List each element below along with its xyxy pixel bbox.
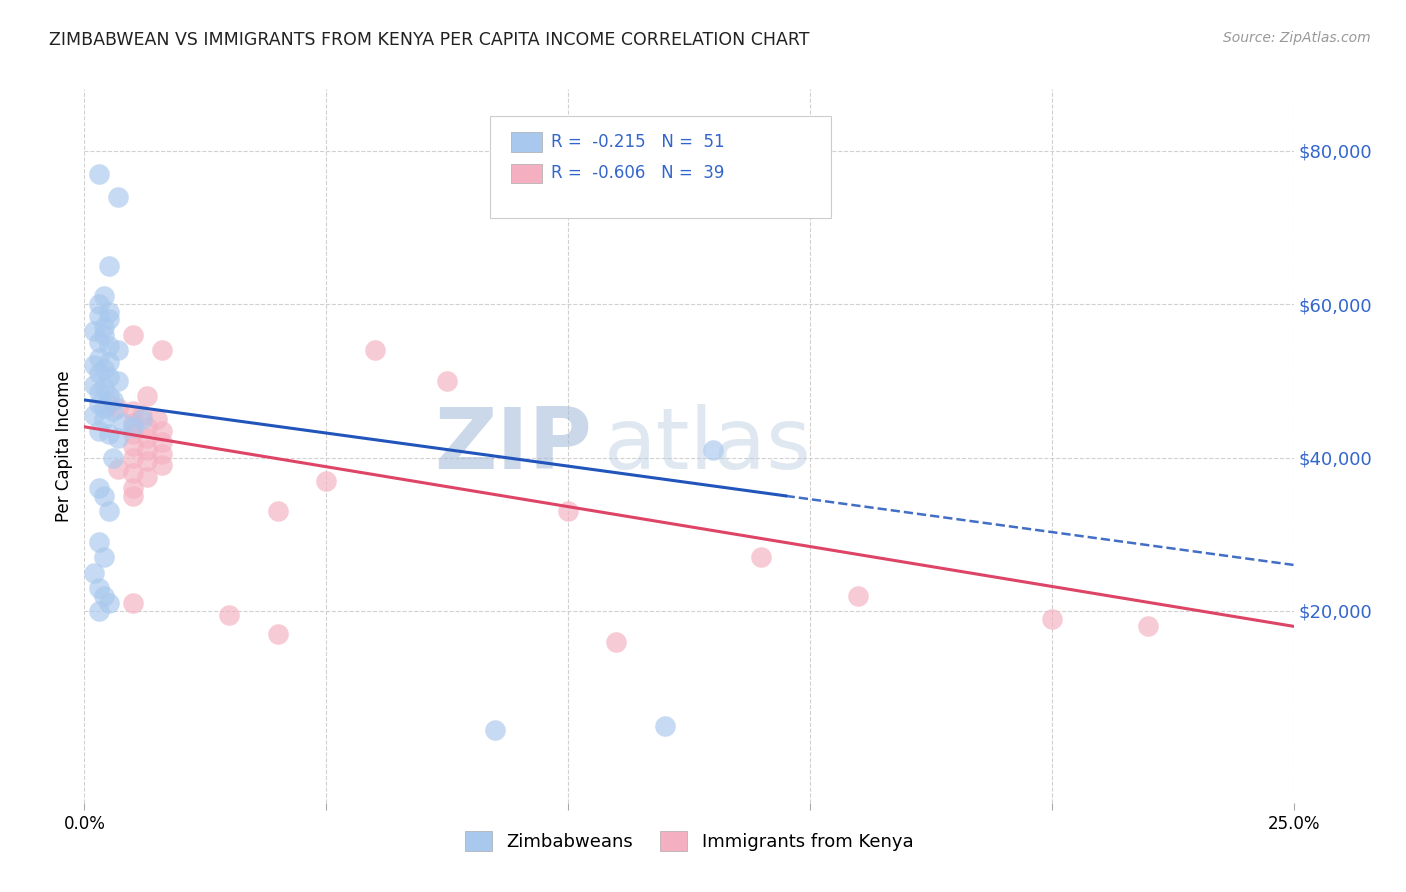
Point	[218, 607, 240, 622]
Point	[436, 374, 458, 388]
Point	[87, 335, 110, 350]
Point	[136, 389, 159, 403]
Point	[103, 450, 125, 465]
Point	[107, 462, 129, 476]
Point	[121, 450, 143, 465]
Text: atlas: atlas	[605, 404, 813, 488]
Text: ZIMBABWEAN VS IMMIGRANTS FROM KENYA PER CAPITA INCOME CORRELATION CHART: ZIMBABWEAN VS IMMIGRANTS FROM KENYA PER …	[49, 31, 810, 49]
Point	[121, 416, 143, 430]
Text: Source: ZipAtlas.com: Source: ZipAtlas.com	[1223, 31, 1371, 45]
Legend: Zimbabweans, Immigrants from Kenya: Zimbabweans, Immigrants from Kenya	[457, 823, 921, 858]
Point	[97, 389, 120, 403]
Point	[103, 392, 125, 407]
Point	[1137, 619, 1160, 633]
Text: ZIP: ZIP	[434, 404, 592, 488]
Point	[87, 481, 110, 495]
Point	[87, 581, 110, 595]
Point	[93, 401, 115, 415]
Point	[83, 377, 105, 392]
Point	[112, 416, 135, 430]
Point	[87, 424, 110, 438]
Point	[93, 489, 115, 503]
Point	[267, 627, 290, 641]
Point	[150, 458, 173, 473]
Point	[150, 447, 173, 461]
Point	[87, 351, 110, 365]
Point	[93, 289, 115, 303]
Point	[146, 412, 169, 426]
Point	[702, 442, 724, 457]
Point	[136, 442, 159, 457]
Point	[87, 604, 110, 618]
Point	[107, 431, 129, 445]
Point	[131, 409, 153, 423]
Point	[605, 634, 627, 648]
Point	[97, 339, 120, 353]
Point	[136, 469, 159, 483]
Point	[93, 362, 115, 376]
Point	[87, 366, 110, 380]
Point	[103, 404, 125, 418]
Point	[846, 589, 869, 603]
Point	[93, 412, 115, 426]
Point	[557, 504, 579, 518]
Point	[136, 431, 159, 445]
Point	[87, 309, 110, 323]
Point	[121, 489, 143, 503]
Point	[97, 427, 120, 442]
Point	[97, 259, 120, 273]
Text: R =  -0.606   N =  39: R = -0.606 N = 39	[551, 164, 724, 182]
Point	[97, 596, 120, 610]
Point	[107, 343, 129, 357]
Point	[87, 397, 110, 411]
Point	[315, 474, 337, 488]
Point	[654, 719, 676, 733]
Point	[83, 324, 105, 338]
Point	[87, 297, 110, 311]
Point	[484, 723, 506, 737]
Y-axis label: Per Capita Income: Per Capita Income	[55, 370, 73, 522]
Point	[121, 439, 143, 453]
Point	[97, 397, 120, 411]
Point	[121, 466, 143, 480]
Text: R =  -0.215   N =  51: R = -0.215 N = 51	[551, 133, 724, 151]
Point	[83, 359, 105, 373]
Point	[93, 589, 115, 603]
Point	[1040, 612, 1063, 626]
Point	[150, 343, 173, 357]
Point	[97, 312, 120, 326]
Point	[93, 550, 115, 565]
Point	[83, 566, 105, 580]
Point	[87, 385, 110, 400]
Point	[267, 504, 290, 518]
Point	[93, 320, 115, 334]
Point	[87, 535, 110, 549]
Point	[97, 304, 120, 318]
Point	[121, 327, 143, 342]
Point	[107, 374, 129, 388]
Point	[107, 401, 129, 415]
Point	[131, 412, 153, 426]
Point	[136, 454, 159, 468]
Point	[751, 550, 773, 565]
Point	[121, 427, 143, 442]
Point	[93, 327, 115, 342]
Point	[97, 504, 120, 518]
Point	[97, 354, 120, 368]
Point	[83, 409, 105, 423]
Point	[150, 435, 173, 450]
Point	[136, 419, 159, 434]
Point	[150, 424, 173, 438]
Point	[121, 419, 143, 434]
Point	[121, 481, 143, 495]
Point	[93, 381, 115, 395]
Point	[121, 596, 143, 610]
Point	[121, 404, 143, 418]
Point	[107, 189, 129, 203]
Point	[87, 167, 110, 181]
Point	[363, 343, 385, 357]
Point	[97, 370, 120, 384]
